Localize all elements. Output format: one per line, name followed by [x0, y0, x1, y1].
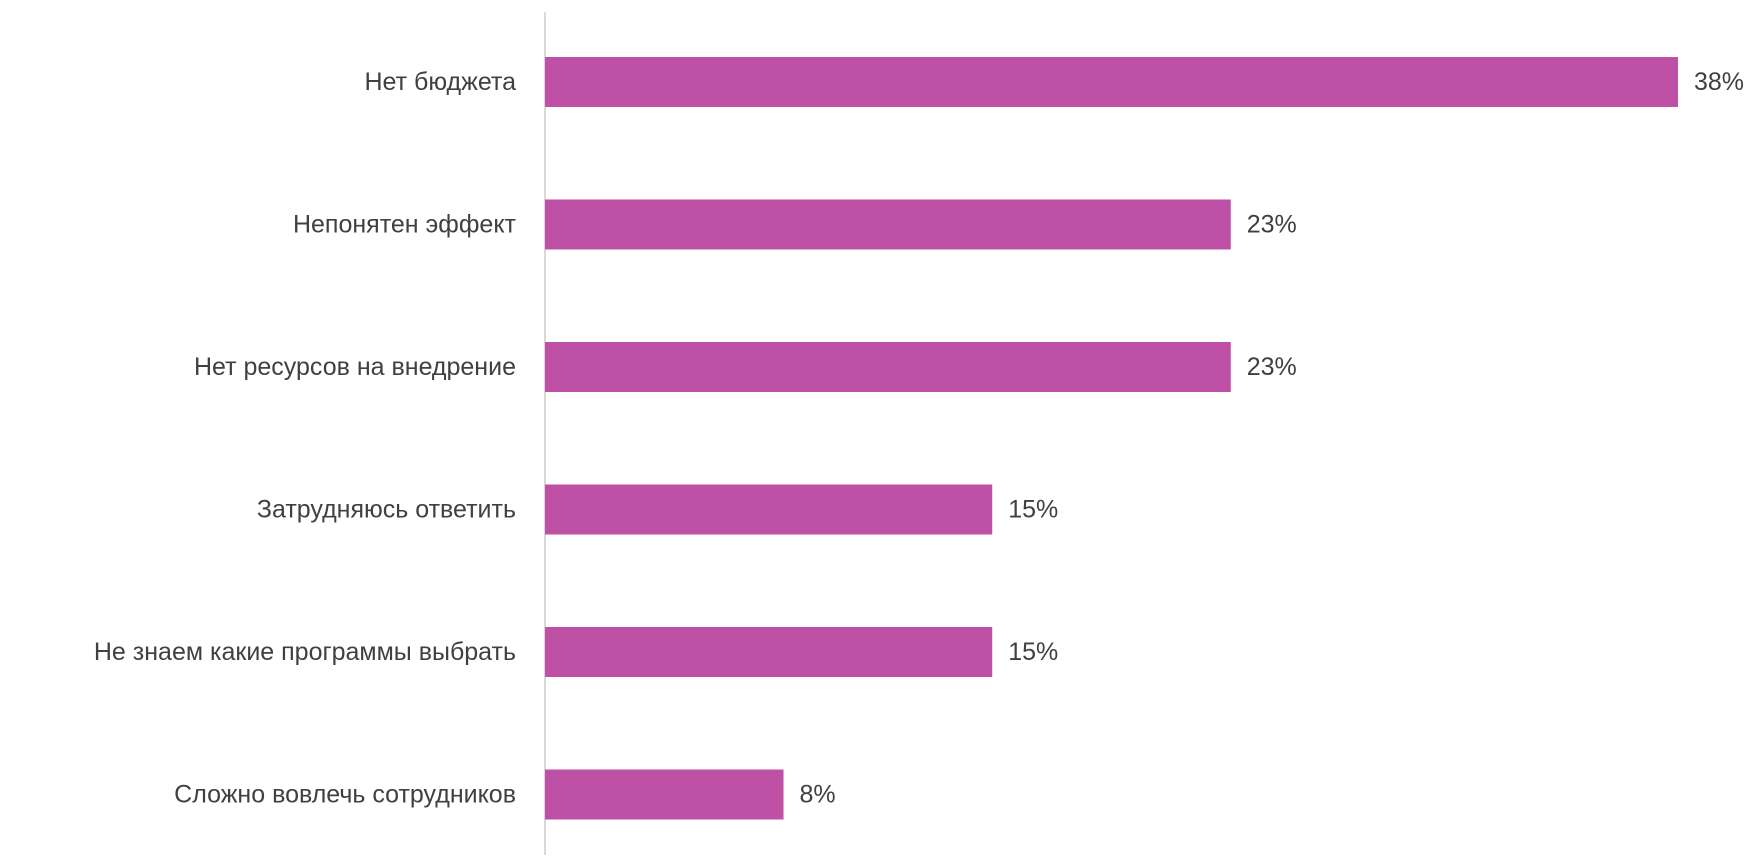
category-label-0: Нет бюджета: [364, 68, 516, 96]
category-labels-group: Нет бюджета Непонятен эффект Нет ресурсов …: [94, 68, 517, 809]
bar-5: [545, 769, 784, 820]
value-label-4: 15%: [1008, 638, 1058, 666]
category-label-1: Непонятен эффект: [293, 211, 517, 239]
value-labels-group: 38% 23% 23% 15% 15% 8%: [800, 68, 1745, 809]
category-label-5: Сложно вовлечь сотрудников: [174, 781, 516, 809]
bar-2: [545, 342, 1231, 392]
category-label-2: Нет ресурсов на внедрение: [194, 353, 516, 381]
category-label-3: Затрудняюсь ответить: [257, 496, 516, 524]
bars-group: [545, 57, 1678, 820]
bar-1: [545, 199, 1231, 250]
bar-3: [545, 484, 993, 535]
bar-4: [545, 627, 993, 677]
value-label-1: 23%: [1247, 211, 1297, 239]
bar-0: [545, 57, 1678, 107]
value-label-3: 15%: [1008, 496, 1058, 524]
value-label-2: 23%: [1247, 353, 1297, 381]
value-label-0: 38%: [1694, 68, 1744, 96]
category-label-4: Не знаем какие программы выбрать: [94, 638, 516, 666]
value-label-5: 8%: [800, 781, 836, 809]
